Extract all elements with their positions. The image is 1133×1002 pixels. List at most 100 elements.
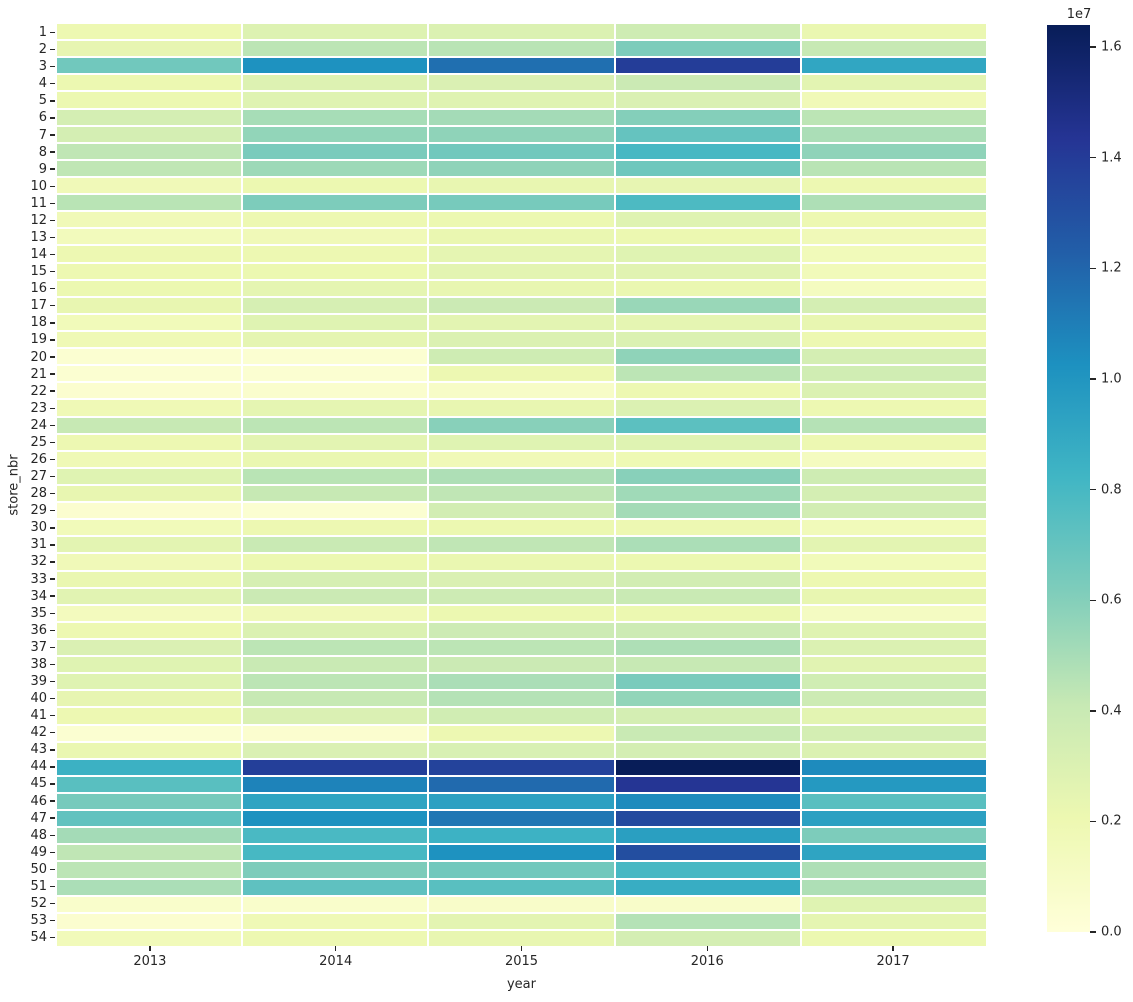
y-tick-53: 53: [0, 912, 55, 929]
heatmap-cell-store14-2016: [615, 246, 800, 262]
heatmap-cell-store9-2013: [57, 160, 242, 176]
heatmap-cell-store15-2017: [801, 263, 986, 279]
heatmap-cell-store20-2017: [801, 349, 986, 365]
y-tick-49: 49: [0, 844, 55, 861]
heatmap-cell-store10-2016: [615, 177, 800, 194]
heatmap-cell-store15-2014: [243, 263, 428, 279]
heatmap-cell-store45-2013: [57, 776, 242, 792]
heatmap-cell-store22-2013: [57, 383, 242, 399]
heatmap-cell-store38-2016: [615, 657, 800, 673]
heatmap-cell-store34-2017: [801, 588, 986, 604]
heatmap-cell-store18-2013: [57, 314, 242, 330]
heatmap-cell-store49-2017: [801, 845, 986, 861]
heatmap-cell-store46-2017: [801, 793, 986, 810]
heatmap-cell-store37-2017: [801, 639, 986, 656]
heatmap-cell-store4-2014: [243, 75, 428, 91]
y-tick-label: 36: [30, 622, 47, 638]
heatmap-cell-store13-2014: [243, 229, 428, 245]
y-tick-label: 9: [38, 161, 47, 177]
heatmap-cell-store6-2013: [57, 109, 242, 125]
y-tick-label: 26: [30, 451, 47, 467]
y-tick-22: 22: [0, 383, 55, 400]
y-tick-mark: [50, 475, 55, 478]
y-tick-20: 20: [0, 348, 55, 365]
heatmap-cell-store35-2016: [615, 605, 800, 621]
x-tick-mark: [892, 946, 894, 951]
y-tick-label: 33: [30, 571, 47, 587]
heatmap-cell-store19-2014: [243, 331, 428, 348]
heatmap-cell-store2-2017: [801, 41, 986, 57]
heatmap-cell-store3-2015: [429, 58, 614, 74]
y-tick-label: 44: [30, 759, 47, 775]
heatmap-cell-store51-2013: [57, 879, 242, 895]
heatmap-cell-store53-2015: [429, 913, 614, 929]
x-tick-label: 2017: [876, 954, 910, 969]
heatmap-cell-store36-2015: [429, 622, 614, 638]
heatmap-cell-store38-2013: [57, 657, 242, 673]
heatmap-cell-store21-2016: [615, 366, 800, 382]
heatmap-cell-store5-2015: [429, 92, 614, 108]
heatmap-cell-store36-2017: [801, 622, 986, 638]
heatmap-cell-store24-2017: [801, 417, 986, 433]
y-tick-mark: [50, 510, 55, 512]
y-tick-34: 34: [0, 588, 55, 605]
colorbar-tick-mark: [1090, 488, 1096, 491]
heatmap-cell-store23-2013: [57, 400, 242, 416]
heatmap-cell-store2-2016: [615, 41, 800, 57]
heatmap-cell-store41-2014: [243, 708, 428, 724]
y-tick-1: 1: [0, 24, 55, 41]
heatmap-cell-store8-2017: [801, 143, 986, 159]
heatmap-cell-store25-2015: [429, 434, 614, 450]
heatmap-cell-store4-2017: [801, 75, 986, 91]
heatmap-cell-store34-2016: [615, 588, 800, 604]
heatmap-cell-store11-2016: [615, 195, 800, 211]
y-tick-mark: [50, 322, 55, 324]
heatmap-cell-store28-2017: [801, 485, 986, 502]
heatmap-cell-store10-2014: [243, 177, 428, 194]
heatmap-cell-store48-2017: [801, 828, 986, 844]
heatmap-cell-store3-2013: [57, 58, 242, 74]
heatmap-cell-store48-2016: [615, 828, 800, 844]
heatmap-cell-store28-2016: [615, 485, 800, 502]
y-tick-label: 27: [30, 469, 47, 485]
y-tick-mark: [50, 851, 55, 853]
colorbar-tick-label: 1.4: [1101, 150, 1122, 166]
heatmap-cell-store25-2013: [57, 434, 242, 450]
heatmap-cell-store27-2013: [57, 468, 242, 484]
heatmap-cell-store49-2013: [57, 845, 242, 861]
heatmap-cell-store50-2013: [57, 862, 242, 878]
heatmap-cell-store40-2013: [57, 691, 242, 707]
heatmap-cell-store18-2015: [429, 314, 614, 330]
heatmap-cell-store52-2016: [615, 896, 800, 912]
y-tick-label: 43: [30, 742, 47, 758]
y-tick-mark: [50, 936, 55, 939]
heatmap-cell-store54-2015: [429, 930, 614, 946]
heatmap-cell-store47-2013: [57, 811, 242, 827]
y-tick-mark: [50, 595, 55, 597]
y-tick-47: 47: [0, 810, 55, 827]
colorbar-tick-mark: [1090, 46, 1096, 48]
colorbar-title: 1e7: [1066, 7, 1092, 22]
y-tick-29: 29: [0, 502, 55, 519]
y-tick-label: 23: [30, 400, 47, 416]
y-tick-12: 12: [0, 212, 55, 229]
y-tick-mark: [50, 253, 55, 256]
x-tick-mark: [520, 946, 523, 951]
y-tick-mark: [50, 646, 55, 649]
y-tick-mark: [50, 117, 55, 119]
heatmap-cell-store22-2016: [615, 383, 800, 399]
y-tick-25: 25: [0, 434, 55, 451]
y-tick-label: 47: [30, 810, 47, 826]
colorbar-tick-label: 0.0: [1101, 924, 1122, 940]
colorbar-tick-label: 1.0: [1101, 371, 1122, 387]
heatmap-cell-store20-2015: [429, 349, 614, 365]
heatmap-cell-store33-2016: [615, 571, 800, 587]
heatmap-cell-store41-2016: [615, 708, 800, 724]
y-tick-label: 12: [30, 212, 47, 228]
heatmap-cell-store22-2014: [243, 383, 428, 399]
heatmap-cell-store5-2016: [615, 92, 800, 108]
heatmap-cell-store18-2014: [243, 314, 428, 330]
heatmap-cell-store35-2014: [243, 605, 428, 621]
y-tick-label: 21: [30, 366, 47, 382]
